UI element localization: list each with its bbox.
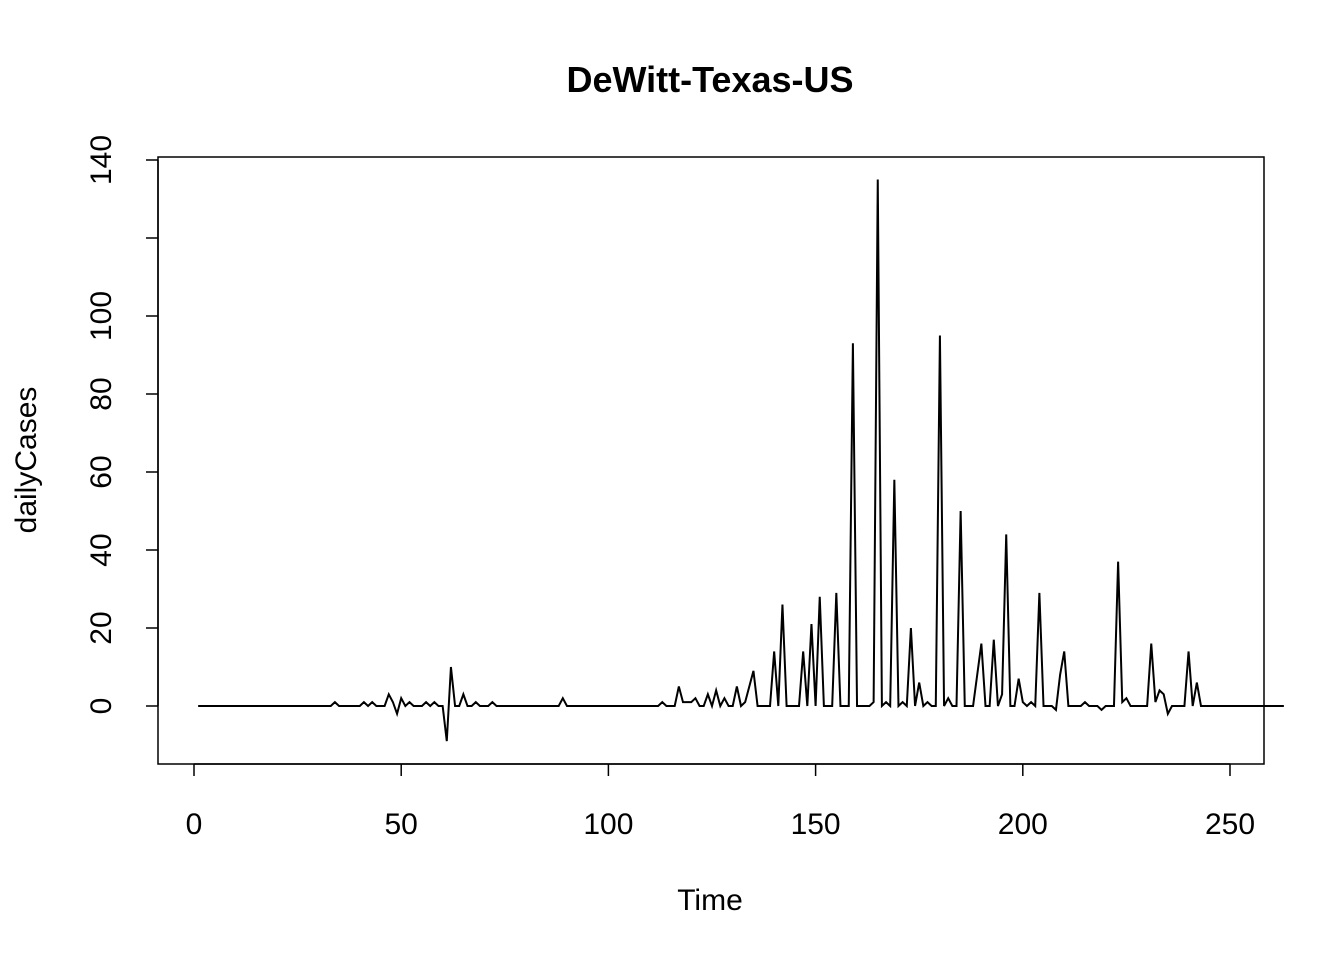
x-tick-label: 50 [385,808,418,841]
x-axis: 0 50 100 150 200 250 [186,763,1255,841]
x-tick-label: 200 [998,808,1048,841]
y-tick-label: 20 [85,611,118,644]
y-tick-label: 80 [85,377,118,410]
x-tick-label: 250 [1205,808,1255,841]
y-axis-label: dailyCases [10,387,43,534]
y-tick-label: 40 [85,533,118,566]
x-axis-label: Time [677,884,743,917]
x-tick-label: 150 [791,808,841,841]
plot-frame [157,156,1265,765]
x-tick-label: 100 [583,808,633,841]
y-tick-label: 140 [85,135,118,185]
x-tick-label: 0 [186,808,203,841]
chart-title: DeWitt-Texas-US [566,59,853,100]
y-tick-label: 0 [85,698,118,715]
series-line [198,179,1284,742]
y-axis: 0 20 40 60 80 100 140 [85,135,159,715]
y-tick-label: 60 [85,455,118,488]
y-tick-label: 100 [85,291,118,341]
